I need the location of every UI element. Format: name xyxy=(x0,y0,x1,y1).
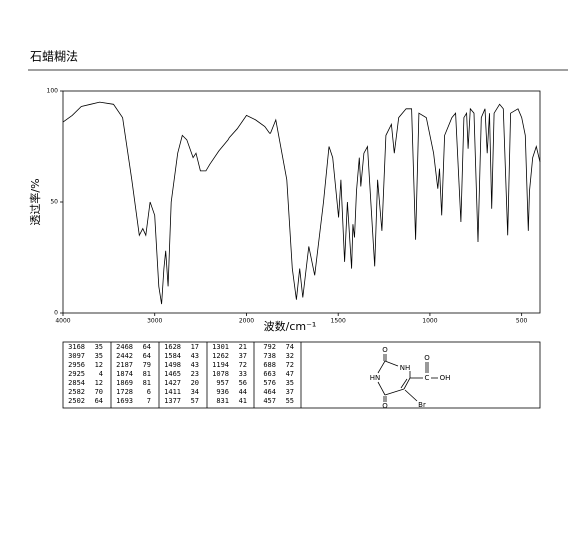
peak-wavenumber: 1301 xyxy=(212,343,229,351)
peak-wavenumber: 3097 xyxy=(68,352,85,360)
x-tick-label: 1500 xyxy=(331,318,346,325)
atom-label: O xyxy=(424,354,430,362)
peak-transmittance: 56 xyxy=(239,379,247,387)
peak-transmittance: 4 xyxy=(99,370,103,378)
peak-transmittance: 34 xyxy=(191,388,199,396)
peak-transmittance: 64 xyxy=(143,352,151,360)
structure-bonds xyxy=(377,354,438,402)
peak-wavenumber: 1728 xyxy=(116,388,133,396)
peak-transmittance: 6 xyxy=(147,388,151,396)
peak-transmittance: 7 xyxy=(147,397,151,405)
peak-wavenumber: 1465 xyxy=(164,370,181,378)
peak-wavenumber: 1078 xyxy=(212,370,229,378)
peak-wavenumber: 1628 xyxy=(164,343,181,351)
peak-transmittance: 72 xyxy=(239,361,247,369)
peak-transmittance: 74 xyxy=(286,343,294,351)
peak-transmittance: 35 xyxy=(95,352,103,360)
peak-wavenumber: 936 xyxy=(216,388,229,396)
peak-transmittance: 72 xyxy=(286,361,294,369)
peak-wavenumber: 1498 xyxy=(164,361,181,369)
peak-wavenumber: 1869 xyxy=(116,379,133,387)
x-tick-label: 3000 xyxy=(147,318,162,325)
peak-wavenumber: 738 xyxy=(263,352,276,360)
atom-label: O xyxy=(382,402,388,410)
y-tick-label: 0 xyxy=(54,310,58,317)
peak-wavenumber: 792 xyxy=(263,343,276,351)
peak-transmittance: 20 xyxy=(191,379,199,387)
y-tick-label: 100 xyxy=(47,88,59,95)
peak-wavenumber: 2956 xyxy=(68,361,85,369)
peak-wavenumber: 831 xyxy=(216,397,229,405)
peak-transmittance: 47 xyxy=(286,370,294,378)
peak-wavenumber: 2187 xyxy=(116,361,133,369)
peak-transmittance: 55 xyxy=(286,397,294,405)
peak-wavenumber: 1262 xyxy=(212,352,229,360)
peak-transmittance: 41 xyxy=(239,397,247,405)
peak-transmittance: 70 xyxy=(95,388,103,396)
x-tick-label: 4000 xyxy=(55,318,70,325)
peak-wavenumber: 2854 xyxy=(68,379,85,387)
table-frame xyxy=(62,341,541,409)
peak-wavenumber: 1377 xyxy=(164,397,181,405)
peak-transmittance: 32 xyxy=(286,352,294,360)
atom-label: NH xyxy=(400,364,411,372)
peak-wavenumber: 663 xyxy=(263,370,276,378)
peak-wavenumber: 1693 xyxy=(116,397,133,405)
atom-label: O xyxy=(382,346,388,354)
peak-transmittance: 21 xyxy=(239,343,247,351)
x-axis-label: 波数/cm⁻¹ xyxy=(264,320,317,333)
peak-transmittance: 43 xyxy=(191,361,199,369)
peak-wavenumber: 2582 xyxy=(68,388,85,396)
peak-transmittance: 23 xyxy=(191,370,199,378)
peak-transmittance: 64 xyxy=(95,397,103,405)
peak-transmittance: 44 xyxy=(239,388,247,396)
peak-transmittance: 81 xyxy=(143,379,151,387)
header-title: 石蜡糊法 xyxy=(30,49,78,64)
x-tick-label: 500 xyxy=(516,318,528,325)
atom-label: Br xyxy=(418,401,426,409)
peak-transmittance: 37 xyxy=(286,388,294,396)
peak-wavenumber: 1584 xyxy=(164,352,181,360)
peak-transmittance: 57 xyxy=(191,397,199,405)
peak-wavenumber: 1194 xyxy=(212,361,229,369)
peak-wavenumber: 1411 xyxy=(164,388,181,396)
peak-wavenumber: 1427 xyxy=(164,379,181,387)
peak-wavenumber: 576 xyxy=(263,379,276,387)
atom-label: HN xyxy=(370,374,381,382)
y-tick-label: 50 xyxy=(50,199,58,206)
peak-wavenumber: 688 xyxy=(263,361,276,369)
peak-wavenumber: 2442 xyxy=(116,352,133,360)
y-axis-label: 透过率/% xyxy=(28,178,42,225)
peak-wavenumber: 457 xyxy=(263,397,276,405)
peak-wavenumber: 2468 xyxy=(116,343,133,351)
spectrum-line xyxy=(62,101,541,305)
x-tick-label: 2000 xyxy=(239,318,254,325)
peak-transmittance: 35 xyxy=(95,343,103,351)
peak-wavenumber: 2502 xyxy=(68,397,85,405)
peak-transmittance: 79 xyxy=(143,361,151,369)
atom-label: OH xyxy=(440,374,451,382)
peak-transmittance: 64 xyxy=(143,343,151,351)
peak-transmittance: 12 xyxy=(95,379,103,387)
peak-wavenumber: 1874 xyxy=(116,370,133,378)
peak-transmittance: 33 xyxy=(239,370,247,378)
atom-label: C xyxy=(425,374,430,382)
peak-transmittance: 81 xyxy=(143,370,151,378)
peak-transmittance: 37 xyxy=(239,352,247,360)
peak-transmittance: 43 xyxy=(191,352,199,360)
x-tick-label: 1000 xyxy=(422,318,437,325)
peak-wavenumber: 2925 xyxy=(68,370,85,378)
peak-transmittance: 12 xyxy=(95,361,103,369)
peak-transmittance: 17 xyxy=(191,343,199,351)
peak-wavenumber: 464 xyxy=(263,388,276,396)
peak-wavenumber: 957 xyxy=(216,379,229,387)
peak-transmittance: 35 xyxy=(286,379,294,387)
peak-wavenumber: 3168 xyxy=(68,343,85,351)
